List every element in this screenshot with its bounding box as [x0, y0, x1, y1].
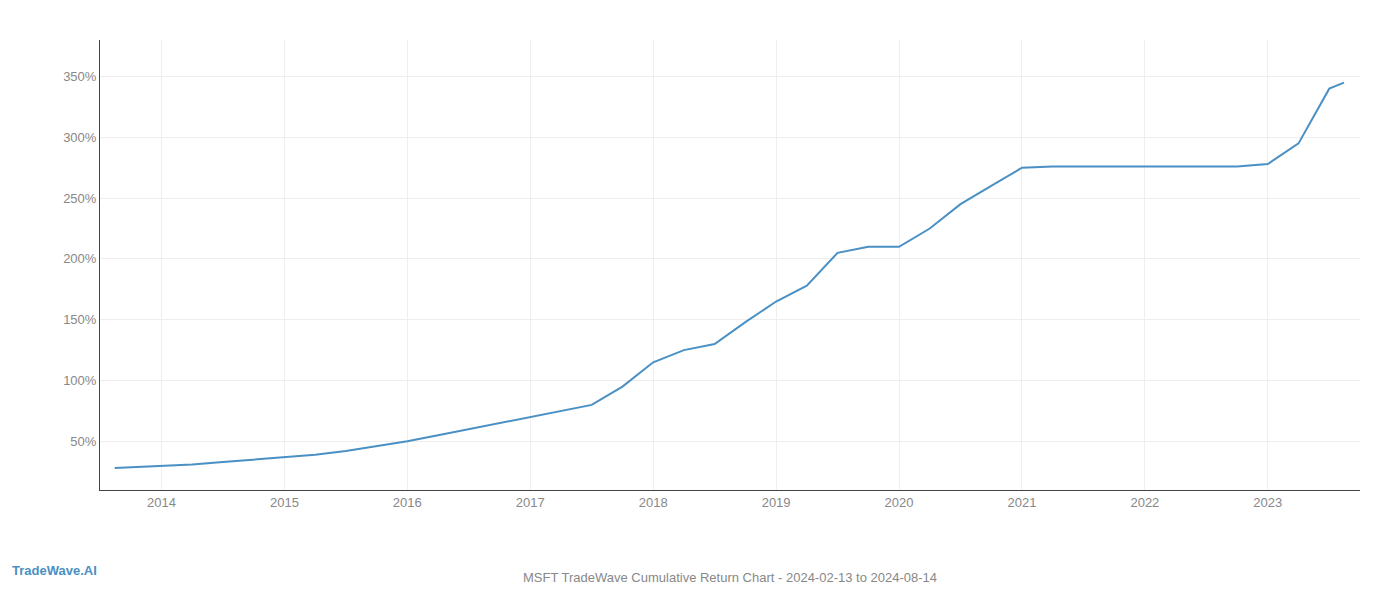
svg-text:MSFT TradeWave Cumulative Retu: MSFT TradeWave Cumulative Return Chart -…	[523, 570, 937, 585]
svg-text:TradeWave.AI: TradeWave.AI	[12, 563, 97, 578]
svg-text:200%: 200%	[63, 251, 97, 266]
svg-text:2018: 2018	[639, 495, 668, 510]
svg-text:350%: 350%	[63, 69, 97, 84]
svg-text:2017: 2017	[516, 495, 545, 510]
svg-text:2016: 2016	[393, 495, 422, 510]
svg-text:2014: 2014	[147, 495, 176, 510]
svg-text:2020: 2020	[885, 495, 914, 510]
svg-text:300%: 300%	[63, 130, 97, 145]
svg-text:2015: 2015	[270, 495, 299, 510]
svg-text:2021: 2021	[1007, 495, 1036, 510]
svg-text:150%: 150%	[63, 312, 97, 327]
svg-text:250%: 250%	[63, 191, 97, 206]
svg-text:2023: 2023	[1253, 495, 1282, 510]
svg-text:50%: 50%	[70, 434, 96, 449]
svg-text:100%: 100%	[63, 373, 97, 388]
svg-text:2019: 2019	[762, 495, 791, 510]
svg-text:2022: 2022	[1130, 495, 1159, 510]
